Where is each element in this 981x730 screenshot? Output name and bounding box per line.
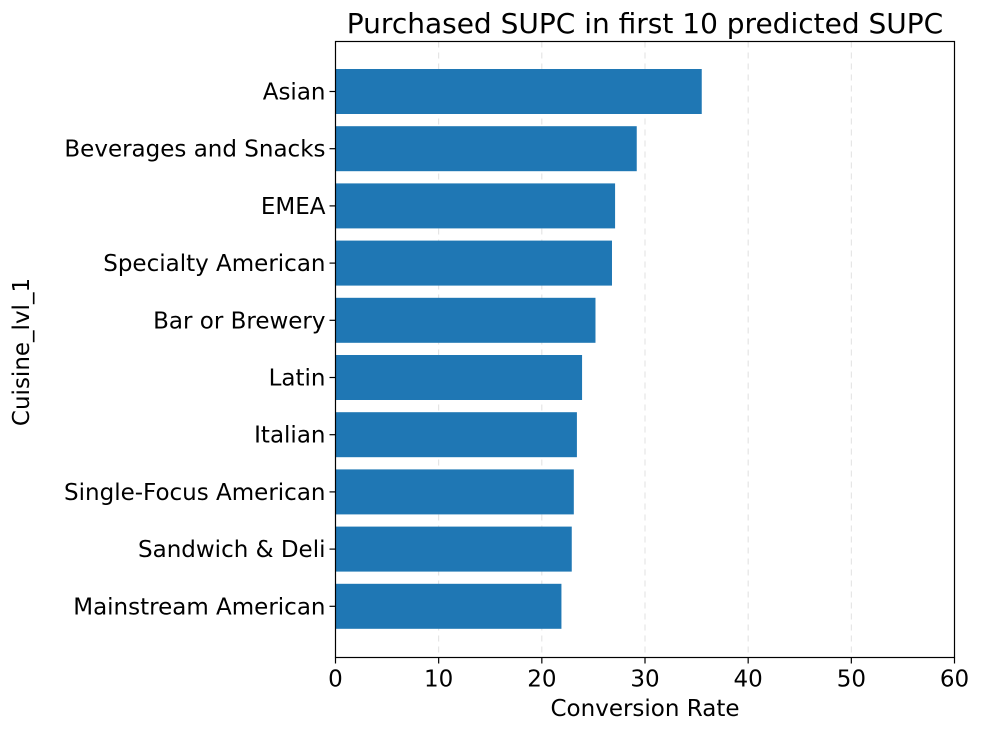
y-tick-label: Italian <box>254 423 325 449</box>
bar <box>335 69 702 114</box>
x-tick-label: 30 <box>630 667 659 693</box>
chart-title: Purchased SUPC in first 10 predicted SUP… <box>347 7 943 40</box>
x-tick-label: 60 <box>940 667 969 693</box>
y-tick-label: Sandwich & Deli <box>138 537 326 563</box>
bar <box>335 240 612 286</box>
y-tick-label: Latin <box>269 366 326 392</box>
bar <box>335 469 574 515</box>
y-tick-label: Asian <box>263 80 326 106</box>
x-tick-label: 10 <box>424 667 453 693</box>
bar <box>335 297 596 343</box>
plot-frame <box>334 40 956 659</box>
x-tick-label: 20 <box>527 667 556 693</box>
y-tick-label: Mainstream American <box>73 594 325 620</box>
bar <box>335 526 572 572</box>
x-tick-label: 50 <box>837 667 866 693</box>
y-tick-label: Bar or Brewery <box>153 308 325 334</box>
x-axis-ticks: 0 10 20 30 40 50 60 <box>328 657 969 693</box>
y-axis-label: Cuisine_lvl_1 <box>9 278 35 426</box>
y-tick-label: Beverages and Snacks <box>64 137 325 163</box>
y-axis-ticks: Asian Beverages and Snacks EMEA Specialty A… <box>64 80 336 620</box>
bar <box>335 183 616 229</box>
bar <box>335 126 637 172</box>
x-tick-label: 40 <box>734 667 763 693</box>
bars <box>335 69 702 629</box>
y-tick-label: EMEA <box>261 194 326 220</box>
y-tick-label: Single-Focus American <box>64 480 325 506</box>
x-axis-label: Conversion Rate <box>551 696 740 722</box>
bar <box>335 412 577 458</box>
x-tick-label: 0 <box>328 667 343 693</box>
bar <box>335 583 562 629</box>
bar <box>335 355 583 400</box>
y-tick-label: Specialty American <box>103 251 325 277</box>
